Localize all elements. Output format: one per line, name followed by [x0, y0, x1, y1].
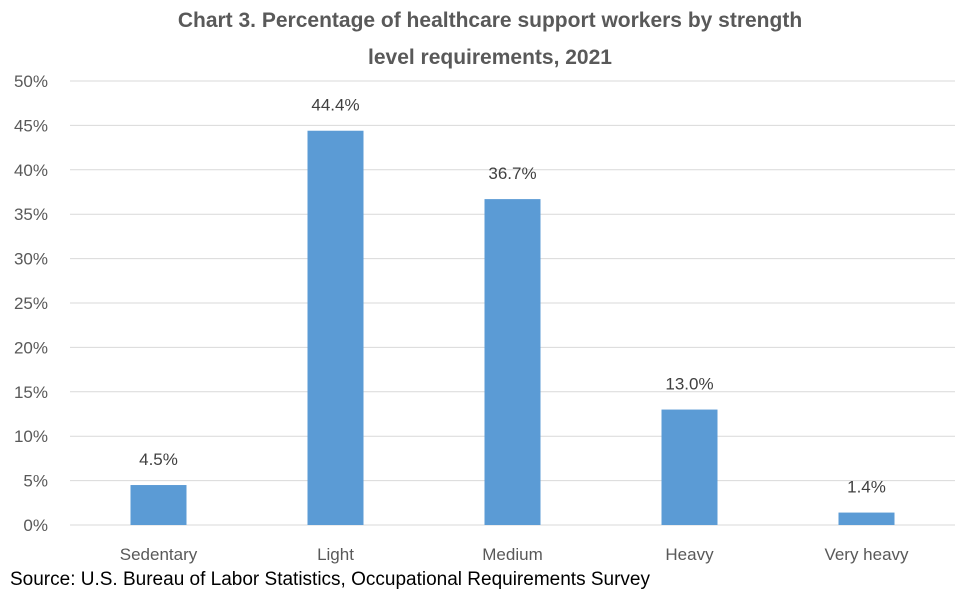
bar: [661, 409, 718, 525]
x-tick-label: Light: [317, 545, 354, 564]
data-label: 44.4%: [311, 96, 359, 115]
y-tick-label: 25%: [14, 294, 48, 313]
data-labels: 4.5% 44.4% 36.7% 13.0% 1.4%: [139, 96, 886, 497]
data-label: 4.5%: [139, 450, 178, 469]
x-tick-label: Sedentary: [120, 545, 198, 564]
bar: [484, 199, 541, 525]
x-tick-label: Medium: [482, 545, 542, 564]
y-tick-label: 30%: [14, 250, 48, 269]
y-axis-tick-labels: 0% 5% 10% 15% 20% 25% 30% 35% 40% 45% 50%: [14, 72, 48, 535]
bar: [130, 485, 187, 525]
x-axis-tick-labels: Sedentary Light Medium Heavy Very heavy: [120, 545, 909, 564]
y-tick-label: 45%: [14, 116, 48, 135]
y-tick-label: 35%: [14, 205, 48, 224]
bar: [838, 512, 895, 525]
y-tick-label: 20%: [14, 338, 48, 357]
bar: [307, 130, 364, 525]
x-tick-label: Heavy: [665, 545, 714, 564]
data-label: 13.0%: [665, 375, 713, 394]
y-tick-label: 5%: [23, 472, 48, 491]
chart-title-line-2: level requirements, 2021: [368, 46, 612, 69]
data-label: 36.7%: [488, 164, 536, 183]
y-tick-label: 15%: [14, 383, 48, 402]
x-tick-label: Very heavy: [824, 545, 909, 564]
y-tick-label: 50%: [14, 72, 48, 91]
chart-title-line-1: Chart 3. Percentage of healthcare suppor…: [178, 9, 802, 32]
y-tick-label: 40%: [14, 161, 48, 180]
source-note: Source: U.S. Bureau of Labor Statistics,…: [10, 569, 650, 590]
y-tick-label: 10%: [14, 427, 48, 446]
y-tick-label: 0%: [23, 516, 48, 535]
bars: [130, 130, 895, 525]
data-label: 1.4%: [847, 478, 886, 497]
